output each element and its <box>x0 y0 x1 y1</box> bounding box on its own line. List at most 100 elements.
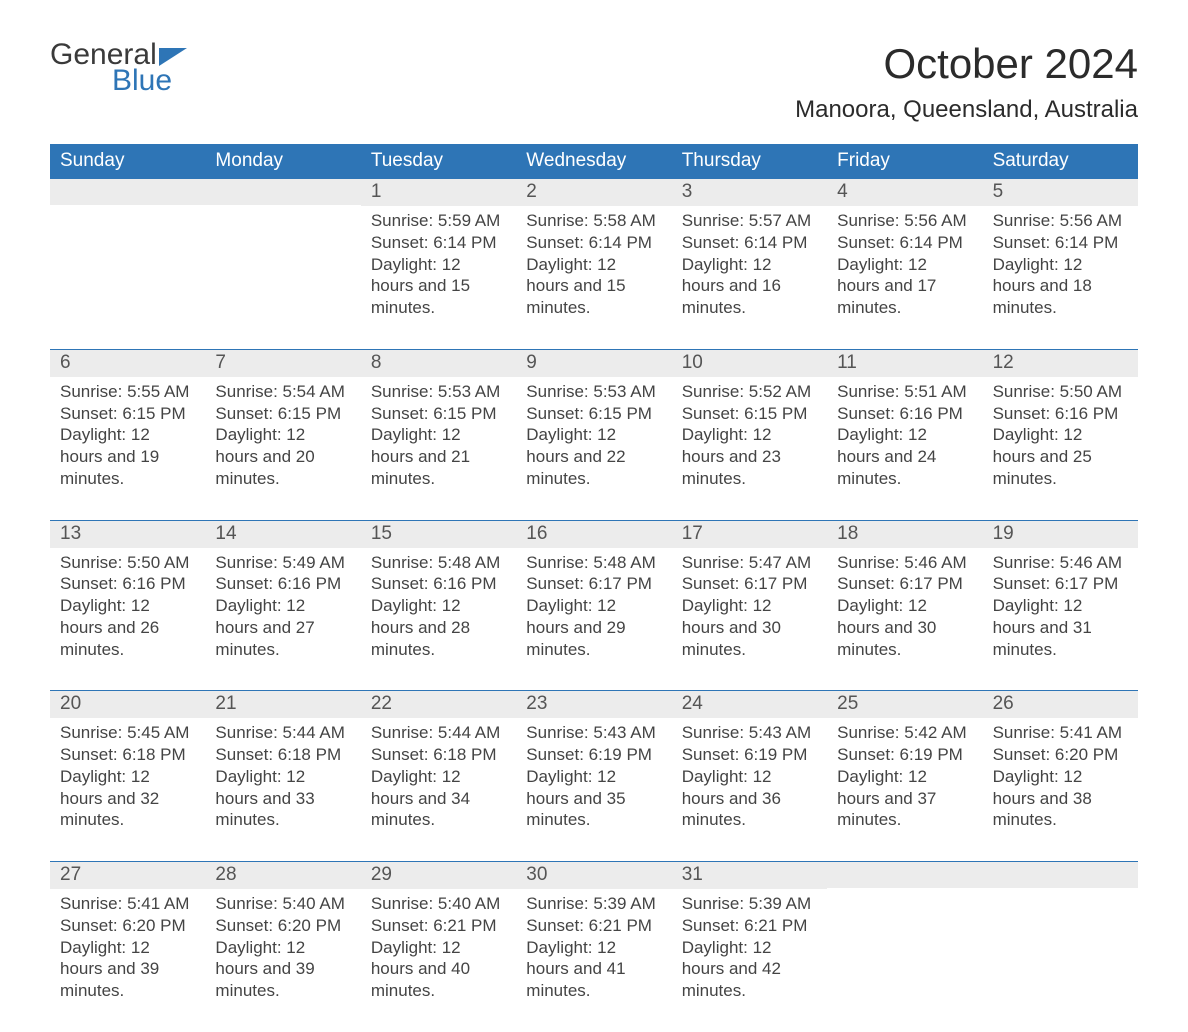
day-number: 10 <box>672 350 827 377</box>
daylight-line: Daylight: 12 hours and 17 minutes. <box>837 254 972 319</box>
day-body: Sunrise: 5:55 AMSunset: 6:15 PMDaylight:… <box>50 377 205 520</box>
calendar-cell: 22 Sunrise: 5:44 AMSunset: 6:18 PMDayligh… <box>361 691 516 861</box>
sunset-line: Sunset: 6:15 PM <box>526 403 661 425</box>
daylight-line: Daylight: 12 hours and 19 minutes. <box>60 424 195 489</box>
day-number: 22 <box>361 691 516 718</box>
sunset-line: Sunset: 6:21 PM <box>526 915 661 937</box>
day-number: 26 <box>983 691 1138 718</box>
day-number: 13 <box>50 521 205 548</box>
day-body: Sunrise: 5:45 AMSunset: 6:18 PMDaylight:… <box>50 718 205 861</box>
calendar-cell: 24Sunrise: 5:43 AMSunset: 6:19 PMDayligh… <box>672 691 827 861</box>
daylight-line: Daylight: 12 hours and 38 minutes. <box>993 766 1128 831</box>
day-number: 30 <box>516 862 671 889</box>
sunset-line: Sunset: 6:15 PM <box>60 403 195 425</box>
day-body: Sunrise: 5:58 AMSunset: 6:14 PMDaylight:… <box>516 206 671 349</box>
daylight-line: Daylight: 12 hours and 36 minutes. <box>682 766 817 831</box>
sunrise-line: Sunrise: 5:56 AM <box>993 210 1128 232</box>
sunrise-line: Sunrise: 5:52 AM <box>682 381 817 403</box>
calendar-cell: 3Sunrise: 5:57 AMSunset: 6:14 PMDaylight… <box>672 179 827 349</box>
dow-cell: Sunday <box>50 144 205 179</box>
sunset-line: Sunset: 6:18 PM <box>371 744 506 766</box>
day-number: 11 <box>827 350 982 377</box>
sunset-line: Sunset: 6:17 PM <box>837 573 972 595</box>
daylight-line: Daylight: 12 hours and 20 minutes. <box>215 424 350 489</box>
sunrise-line: Sunrise: 5:58 AM <box>526 210 661 232</box>
calendar-cell: 6Sunrise: 5:55 AMSunset: 6:15 PMDaylight… <box>50 350 205 520</box>
daylight-line: Daylight: 12 hours and 22 minutes. <box>526 424 661 489</box>
calendar-cell: 15Sunrise: 5:48 AMSunset: 6:16 PMDayligh… <box>361 521 516 691</box>
day-number: 4 <box>827 179 982 206</box>
sunset-line: Sunset: 6:16 PM <box>993 403 1128 425</box>
sunrise-line: Sunrise: 5:48 AM <box>371 552 506 574</box>
day-body: Sunrise: 5:40 AMSunset: 6:21 PMDaylight:… <box>361 889 516 1032</box>
calendar-cell: 26Sunrise: 5:41 AMSunset: 6:20 PMDayligh… <box>983 691 1138 861</box>
day-body: Sunrise: 5:53 AMSunset: 6:15 PMDaylight:… <box>516 377 671 520</box>
day-number <box>827 862 982 888</box>
sunrise-line: Sunrise: 5:44 AM <box>371 722 506 744</box>
calendar-cell: 7Sunrise: 5:54 AMSunset: 6:15 PMDaylight… <box>205 350 360 520</box>
sunrise-line: Sunrise: 5:49 AM <box>215 552 350 574</box>
daylight-line: Daylight: 12 hours and 33 minutes. <box>215 766 350 831</box>
sunrise-line: Sunrise: 5:41 AM <box>993 722 1128 744</box>
calendar-cell: 8Sunrise: 5:53 AMSunset: 6:15 PMDaylight… <box>361 350 516 520</box>
calendar-cell: 5Sunrise: 5:56 AMSunset: 6:14 PMDaylight… <box>983 179 1138 349</box>
daylight-line: Daylight: 12 hours and 35 minutes. <box>526 766 661 831</box>
week-row: 13 Sunrise: 5:50 AM Sunset: 6:16 PM Dayligh… <box>50 520 1138 691</box>
brand-logo: General Blue <box>50 40 187 96</box>
calendar-cell: 2Sunrise: 5:58 AMSunset: 6:14 PMDaylight… <box>516 179 671 349</box>
sunset-line: Sunset: 6:16 PM <box>215 573 350 595</box>
calendar-cell: 20Sunrise: 5:45 AMSunset: 6:18 PMDayligh… <box>50 691 205 861</box>
sunrise-line: Sunrise: 5:53 AM <box>371 381 506 403</box>
day-body: Sunrise: 5:57 AMSunset: 6:14 PMDaylight:… <box>672 206 827 349</box>
sunset-line: Sunset: 6:14 PM <box>371 232 506 254</box>
sunset-line: Sunset: 6:21 PM <box>371 915 506 937</box>
sunrise-line: Sunrise: 5:39 AM <box>526 893 661 915</box>
calendar-cell: 18Sunrise: 5:46 AMSunset: 6:17 PMDayligh… <box>827 521 982 691</box>
week-row: 27 Sunrise: 5:41 AMSunset: 6:20 PM Dayligh… <box>50 861 1138 1032</box>
sunset-line: Sunset: 6:17 PM <box>526 573 661 595</box>
sunrise-line: Sunrise: 5:41 AM <box>60 893 195 915</box>
day-number: 29 <box>361 862 516 889</box>
dow-cell: Tuesday <box>361 144 516 179</box>
daylight-line: Daylight: 12 hours and 31 minutes. <box>993 595 1128 660</box>
day-body: Sunrise: 5:39 AMSunset: 6:21 PMDaylight:… <box>672 889 827 1032</box>
day-body: Sunrise: 5:42 AMSunset: 6:19 PMDaylight:… <box>827 718 982 861</box>
calendar-cell: 10Sunrise: 5:52 AMSunset: 6:15 PMDayligh… <box>672 350 827 520</box>
sunset-line: Sunset: 6:18 PM <box>215 744 350 766</box>
calendar-cell <box>983 862 1138 1032</box>
calendar-cell: 31Sunrise: 5:39 AMSunset: 6:21 PMDayligh… <box>672 862 827 1032</box>
day-number: 16 <box>516 521 671 548</box>
day-number: 6 <box>50 350 205 377</box>
sunset-line: Sunset: 6:15 PM <box>682 403 817 425</box>
sunrise-line: Sunrise: 5:47 AM <box>682 552 817 574</box>
sunrise-line: Sunrise: 5:50 AM <box>60 552 195 574</box>
day-body <box>205 205 360 307</box>
sunrise-line: Sunrise: 5:56 AM <box>837 210 972 232</box>
sunset-line: Sunset: 6:20 PM <box>60 915 195 937</box>
day-body: Sunrise: 5:47 AMSunset: 6:17 PMDaylight:… <box>672 548 827 691</box>
daylight-line: Daylight: 12 hours and 34 minutes. <box>371 766 506 831</box>
day-body: Sunrise: 5:56 AMSunset: 6:14 PMDaylight:… <box>827 206 982 349</box>
day-number <box>205 179 360 205</box>
day-body: Sunrise: 5:48 AMSunset: 6:16 PMDaylight:… <box>361 548 516 691</box>
dow-cell: Monday <box>205 144 360 179</box>
day-number <box>50 179 205 205</box>
day-body: Sunrise: 5:44 AMSunset: 6:18 PMDaylight:… <box>205 718 360 861</box>
day-number: 27 <box>50 862 205 889</box>
sunset-line: Sunset: 6:21 PM <box>682 915 817 937</box>
daylight-line: Daylight: 12 hours and 26 minutes. <box>60 595 195 660</box>
day-body: Sunrise: 5:43 AMSunset: 6:19 PMDaylight:… <box>672 718 827 861</box>
month-title: October 2024 <box>795 40 1138 88</box>
day-body: Sunrise: 5:50 AMSunset: 6:16 PMDaylight:… <box>983 377 1138 520</box>
day-number: 25 <box>827 691 982 718</box>
day-number: 20 <box>50 691 205 718</box>
sunrise-line: Sunrise: 5:45 AM <box>60 722 195 744</box>
flag-icon <box>159 48 187 66</box>
daylight-line: Daylight: 12 hours and 28 minutes. <box>371 595 506 660</box>
daylight-line: Daylight: 12 hours and 39 minutes. <box>215 937 350 1002</box>
day-body: Sunrise: 5:59 AMSunset: 6:14 PMDaylight:… <box>361 206 516 349</box>
day-body: Sunrise: 5:53 AMSunset: 6:15 PMDaylight:… <box>361 377 516 520</box>
sunrise-line: Sunrise: 5:51 AM <box>837 381 972 403</box>
calendar: SundayMondayTuesdayWednesdayThursdayFrid… <box>50 144 1138 1032</box>
brand-word-2: Blue <box>50 66 187 96</box>
